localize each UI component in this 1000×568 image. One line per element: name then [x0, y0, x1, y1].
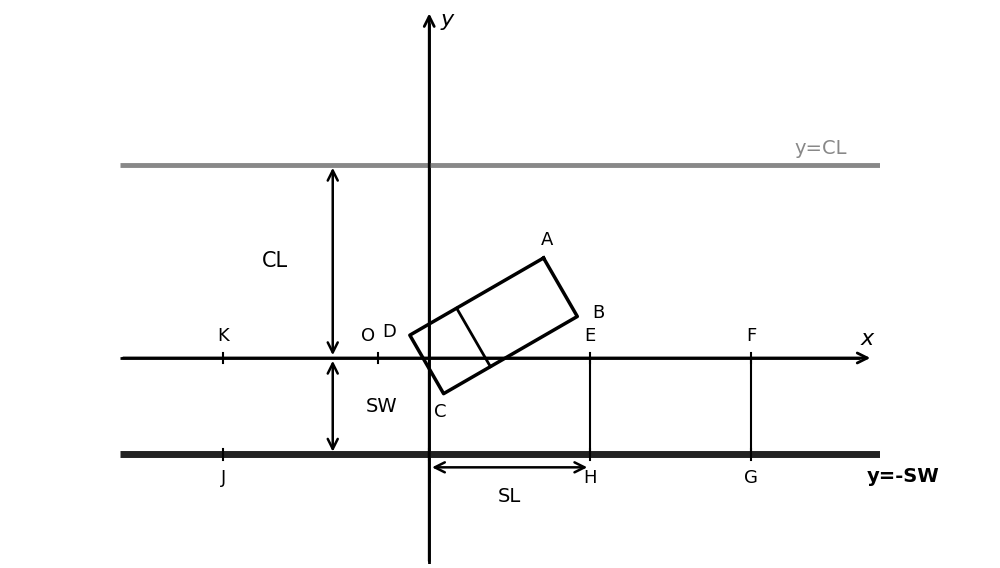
- Text: H: H: [583, 469, 597, 487]
- Text: J: J: [221, 469, 226, 487]
- Text: CL: CL: [262, 252, 288, 272]
- Text: D: D: [382, 323, 396, 341]
- Text: K: K: [218, 327, 229, 345]
- Text: G: G: [744, 469, 758, 487]
- Text: I: I: [427, 469, 432, 487]
- Text: A: A: [541, 231, 553, 249]
- Text: B: B: [592, 304, 604, 322]
- Text: SL: SL: [498, 487, 521, 506]
- Text: E: E: [584, 327, 596, 345]
- Text: O: O: [361, 327, 375, 345]
- Text: SW: SW: [365, 396, 397, 416]
- Text: C: C: [434, 403, 447, 421]
- Text: F: F: [746, 327, 756, 345]
- Text: y: y: [441, 10, 454, 30]
- Text: y=-SW: y=-SW: [867, 467, 939, 486]
- Text: y=CL: y=CL: [795, 139, 847, 158]
- Text: x: x: [860, 329, 873, 349]
